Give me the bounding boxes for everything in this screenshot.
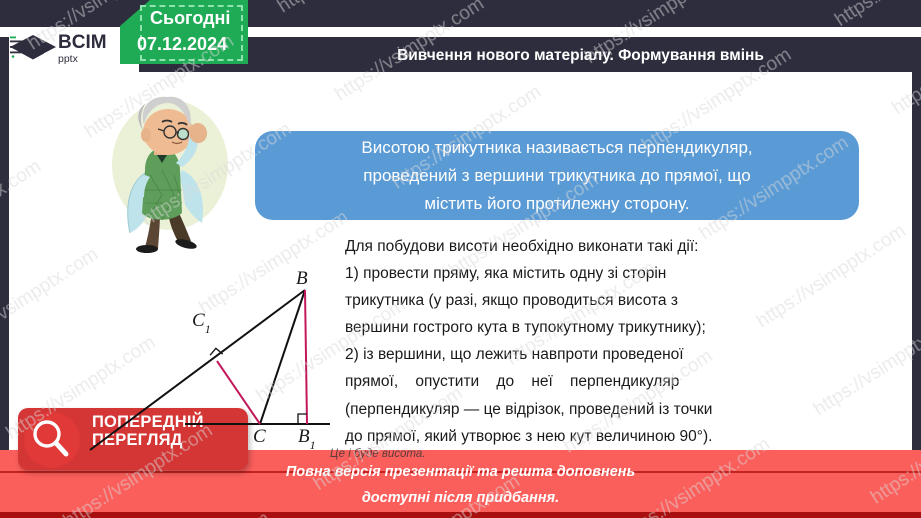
svg-text:B1: B1 — [298, 426, 316, 452]
svg-text:B: B — [296, 268, 308, 289]
svg-text:C1: C1 — [192, 310, 211, 336]
svg-text:C: C — [253, 426, 266, 447]
